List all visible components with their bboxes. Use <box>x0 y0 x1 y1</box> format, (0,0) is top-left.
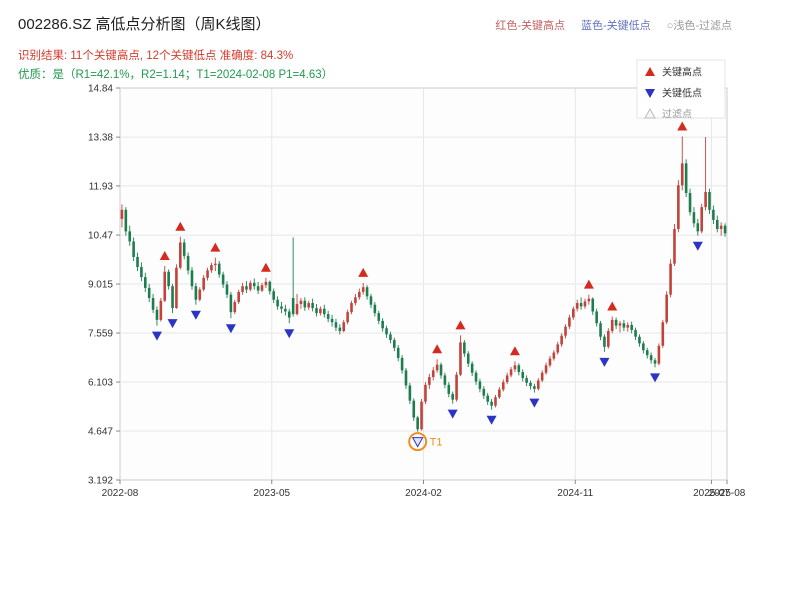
y-tick-label: 6.103 <box>88 378 113 389</box>
key-high-marker <box>509 346 520 356</box>
legend-item-label: 关键高点 <box>662 66 702 79</box>
key-low-marker <box>486 415 497 425</box>
key-low-marker <box>190 310 201 320</box>
x-tick-label: 2022-08 <box>102 488 139 499</box>
axes: 14.84 13.38 11.93 10.47 9.015 7.559 6.103 4.647… <box>88 84 746 500</box>
page-title: 002286.SZ 高低点分析图（周K线图） <box>18 16 271 33</box>
key-high-marker <box>583 279 594 289</box>
legend-hollow-triangle-icon <box>644 107 656 119</box>
legend-filter-label: ○浅色-过滤点 <box>666 20 732 32</box>
key-high-marker <box>260 262 271 272</box>
quality-result: 优质：是（R1=42.1%，R2=1.14；T1=2024-02-08 P1=4… <box>18 69 334 81</box>
t1-annotation: T1 <box>408 432 443 452</box>
key-low-marker <box>284 329 295 339</box>
x-tick-label: 2023-05 <box>253 488 290 499</box>
y-tick-label: 3.192 <box>88 476 113 487</box>
legend-item-label: 过滤点 <box>662 108 692 121</box>
key-high-marker <box>432 344 443 354</box>
legend-key-high-label: 红色-关键高点 <box>495 20 566 32</box>
x-tick-label: 2025-07 <box>693 488 730 499</box>
y-tick-label: 14.84 <box>88 84 113 95</box>
y-tick-label: 11.93 <box>89 181 114 192</box>
t1-label: T1 <box>430 437 443 449</box>
key-low-marker <box>650 373 661 383</box>
key-high-marker <box>175 221 186 231</box>
key-low-marker <box>692 241 703 251</box>
legend-key-low-label: 蓝色-关键低点 <box>581 20 651 32</box>
key-low-marker <box>225 324 236 334</box>
key-low-marker <box>599 357 610 367</box>
key-high-marker <box>210 242 221 252</box>
y-tick-label: 9.015 <box>88 280 113 291</box>
key-low-marker <box>529 398 540 408</box>
key-point-markers <box>151 121 703 448</box>
legend-item-label: 关键低点 <box>662 87 702 100</box>
y-tick-label: 10.47 <box>88 231 113 242</box>
key-low-marker <box>167 319 178 329</box>
key-high-marker <box>159 251 170 261</box>
y-tick-label: 7.559 <box>88 329 113 340</box>
x-tick-label: 2024-02 <box>405 488 442 499</box>
key-low-marker <box>151 331 162 341</box>
color-legend: 红色-关键高点 蓝色-关键低点 ○浅色-过滤点 <box>495 17 732 33</box>
x-tick-label: 2024-11 <box>557 488 593 499</box>
recognition-result: 识别结果: 11个关键高点, 12个关键低点 准确度: 84.3% <box>18 50 294 62</box>
key-high-marker <box>607 301 618 311</box>
key-low-marker <box>411 437 424 448</box>
key-low-marker <box>447 409 458 419</box>
key-high-marker <box>358 267 369 277</box>
y-tick-label: 4.647 <box>88 427 113 438</box>
key-high-marker <box>677 121 688 131</box>
candlesticks <box>120 136 727 432</box>
y-tick-label: 13.38 <box>88 133 113 144</box>
legend-down-triangle-icon <box>645 89 655 98</box>
x-tick-label: 2025-08 <box>709 488 746 499</box>
t1-circle <box>408 432 428 452</box>
legend-up-triangle-icon <box>645 67 655 76</box>
key-high-marker <box>455 320 466 330</box>
